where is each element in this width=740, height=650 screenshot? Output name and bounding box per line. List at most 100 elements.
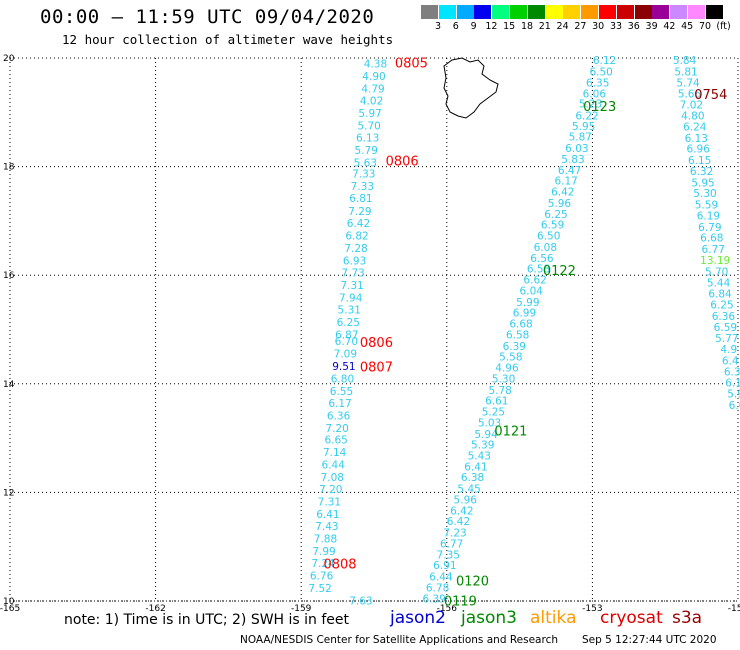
legend-swatch: [492, 5, 510, 19]
wave-height-value: 7.43: [315, 521, 338, 533]
wave-height-value: 5.87: [569, 132, 592, 144]
wave-height-value: 6.76: [310, 570, 334, 582]
legend-label: 45: [681, 21, 694, 32]
wave-height-value: 5.70: [357, 120, 380, 132]
wave-height-value: 6.99: [513, 308, 536, 320]
pass-label: 0807: [360, 360, 393, 375]
wave-height-value: 5.79: [355, 145, 378, 157]
wave-height-value: 5.30: [693, 188, 716, 200]
wave-height-value: 6.13: [356, 132, 379, 144]
wave-height-value: 5.58: [499, 352, 522, 364]
wave-height-value: 5.23: [579, 99, 602, 111]
lat-tick-label: 16: [3, 271, 15, 281]
island-coastline: [443, 57, 499, 119]
wave-height-value: 5.78: [488, 385, 511, 397]
legend-swatch: [563, 5, 581, 19]
wave-height-value: 4.9: [720, 344, 737, 356]
wave-height-value: 7.02: [680, 100, 703, 112]
wave-height-value: 6.68: [700, 233, 723, 245]
pass-label: 0119: [444, 594, 477, 609]
legend-swatch: [527, 5, 545, 19]
wave-height-value: 5.9: [727, 389, 740, 401]
wave-height-value: 5.45: [457, 484, 480, 496]
legend-label: 9: [470, 21, 477, 32]
legend-label: 30: [592, 21, 605, 32]
satellite-cryosat: cryosat: [600, 608, 663, 628]
wave-height-value: 6.13: [685, 133, 708, 145]
wave-height-value: 6.44: [322, 460, 346, 472]
wave-height-value: 6.15: [688, 155, 711, 167]
wave-height-value: 7.28: [344, 243, 367, 255]
wave-height-value: 6.42: [450, 505, 473, 517]
wave-height-value: 6.93: [343, 256, 366, 268]
wave-height-value: 6.42: [551, 187, 574, 199]
wave-height-value: 7.31: [340, 280, 363, 292]
wave-height-value: 6.41: [316, 509, 339, 521]
wave-height-value: 4.96: [495, 363, 519, 375]
wave-height-value: 4.90: [362, 71, 385, 83]
wave-height-value: 6.39: [503, 341, 526, 353]
lat-tick-label: 12: [3, 488, 14, 498]
legend-swatch: [705, 5, 723, 19]
wave-height-value: 6.0: [729, 400, 740, 412]
wave-height-value: 5.74: [676, 77, 700, 89]
wave-height-value: 5.59: [695, 200, 718, 212]
legend-swatch: [652, 5, 670, 19]
wave-height-value: 5.96: [548, 198, 572, 210]
wave-height-value: 6.70: [335, 336, 358, 348]
wave-height-value: 4.79: [361, 83, 384, 95]
wave-height-value: 6.59: [541, 220, 564, 232]
legend-label: 33: [609, 21, 623, 32]
lon-tick-label: -165: [0, 604, 20, 614]
wave-height-value: 6.91: [433, 560, 456, 572]
wave-height-value: 7.99: [312, 546, 335, 558]
wave-height-value: 6.96: [687, 144, 711, 156]
wave-height-value: 6.36: [327, 410, 351, 422]
wave-height-value: 7.20: [319, 484, 342, 496]
wave-height-value: 6.47: [558, 165, 581, 177]
wave-height-value: 5.97: [358, 108, 381, 120]
wave-height-value: 6.84: [708, 289, 732, 301]
wave-height-value: 6.12: [593, 55, 616, 67]
legend-unit: (ft): [716, 21, 731, 32]
wave-height-value: 4.38: [364, 58, 387, 70]
pass-label: 0120: [456, 574, 489, 589]
wave-height-value: 6.25: [544, 209, 567, 221]
wave-height-value: 6.50: [537, 231, 560, 243]
pass-label: 0121: [494, 424, 527, 439]
wave-height-value: 5.39: [471, 440, 494, 452]
wave-height-value: 5.83: [561, 154, 584, 166]
lon-tick-label: -153: [582, 604, 602, 614]
wave-height-value: 5.70: [705, 266, 728, 278]
satellite-jason2: jason2: [390, 608, 446, 628]
wave-height-value: 5.95: [572, 121, 595, 133]
wave-height-value: 6.04: [520, 285, 544, 297]
legend-label: 39: [645, 21, 658, 32]
legend-swatch: [599, 5, 616, 19]
legend-label: 18: [520, 21, 534, 32]
legend-label: 3: [434, 21, 442, 32]
wave-height-value: 6.17: [554, 176, 577, 188]
wave-height-value: 5.30: [492, 373, 515, 385]
wave-height-value: 6.58: [506, 329, 529, 341]
wave-height-value: 4.80: [681, 111, 704, 123]
wave-height-value: 7.63: [349, 595, 372, 607]
legend-label: 6: [452, 21, 459, 32]
wave-height-value: 6.17: [328, 398, 351, 410]
satellite-jason3: jason3: [461, 608, 517, 628]
legend-swatch: [456, 5, 474, 19]
legend-swatch: [616, 5, 634, 19]
wave-height-value: 7.20: [325, 423, 348, 435]
legend-label: 36: [627, 21, 640, 32]
wave-height-value: 7.09: [334, 348, 357, 360]
wave-height-value: 6.82: [345, 231, 368, 243]
legend-swatch: [474, 5, 492, 19]
legend-label: 27: [574, 21, 587, 32]
page-subtitle: 12 hour collection of altimeter wave hei…: [62, 32, 394, 47]
wave-height-value: 4.02: [360, 95, 383, 107]
wave-height-value: 6.79: [698, 222, 721, 234]
wave-height-value: 6.77: [702, 244, 725, 256]
page-title: 00:00 – 11:59 UTC 09/04/2020: [40, 6, 375, 28]
pass-label: 0754: [694, 88, 727, 103]
